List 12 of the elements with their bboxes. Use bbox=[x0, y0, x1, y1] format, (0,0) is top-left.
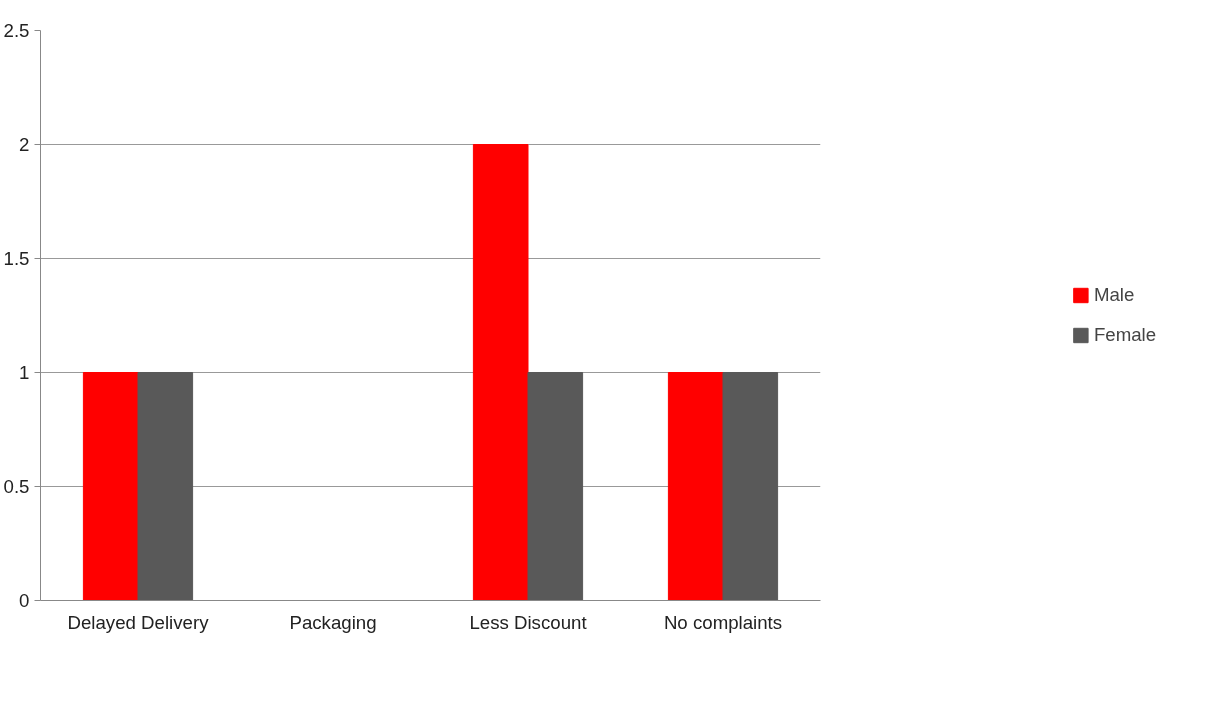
y-tick-label: 0 bbox=[19, 590, 30, 611]
y-tick-label: 2.5 bbox=[3, 20, 30, 41]
x-tick-label: Packaging bbox=[289, 611, 377, 633]
y-tick-label: 0.5 bbox=[3, 476, 30, 497]
x-tick-label: No complaints bbox=[663, 611, 783, 633]
x-tick-label: Less Discount bbox=[469, 611, 588, 633]
legend-label: Male bbox=[1093, 284, 1135, 306]
y-tick-label: 1 bbox=[19, 362, 30, 383]
y-tick-label: 2 bbox=[19, 134, 30, 155]
y-tick-label: 1.5 bbox=[3, 248, 30, 269]
x-tick-label: Delayed Delivery bbox=[67, 611, 210, 633]
legend-label: Female bbox=[1093, 324, 1157, 346]
